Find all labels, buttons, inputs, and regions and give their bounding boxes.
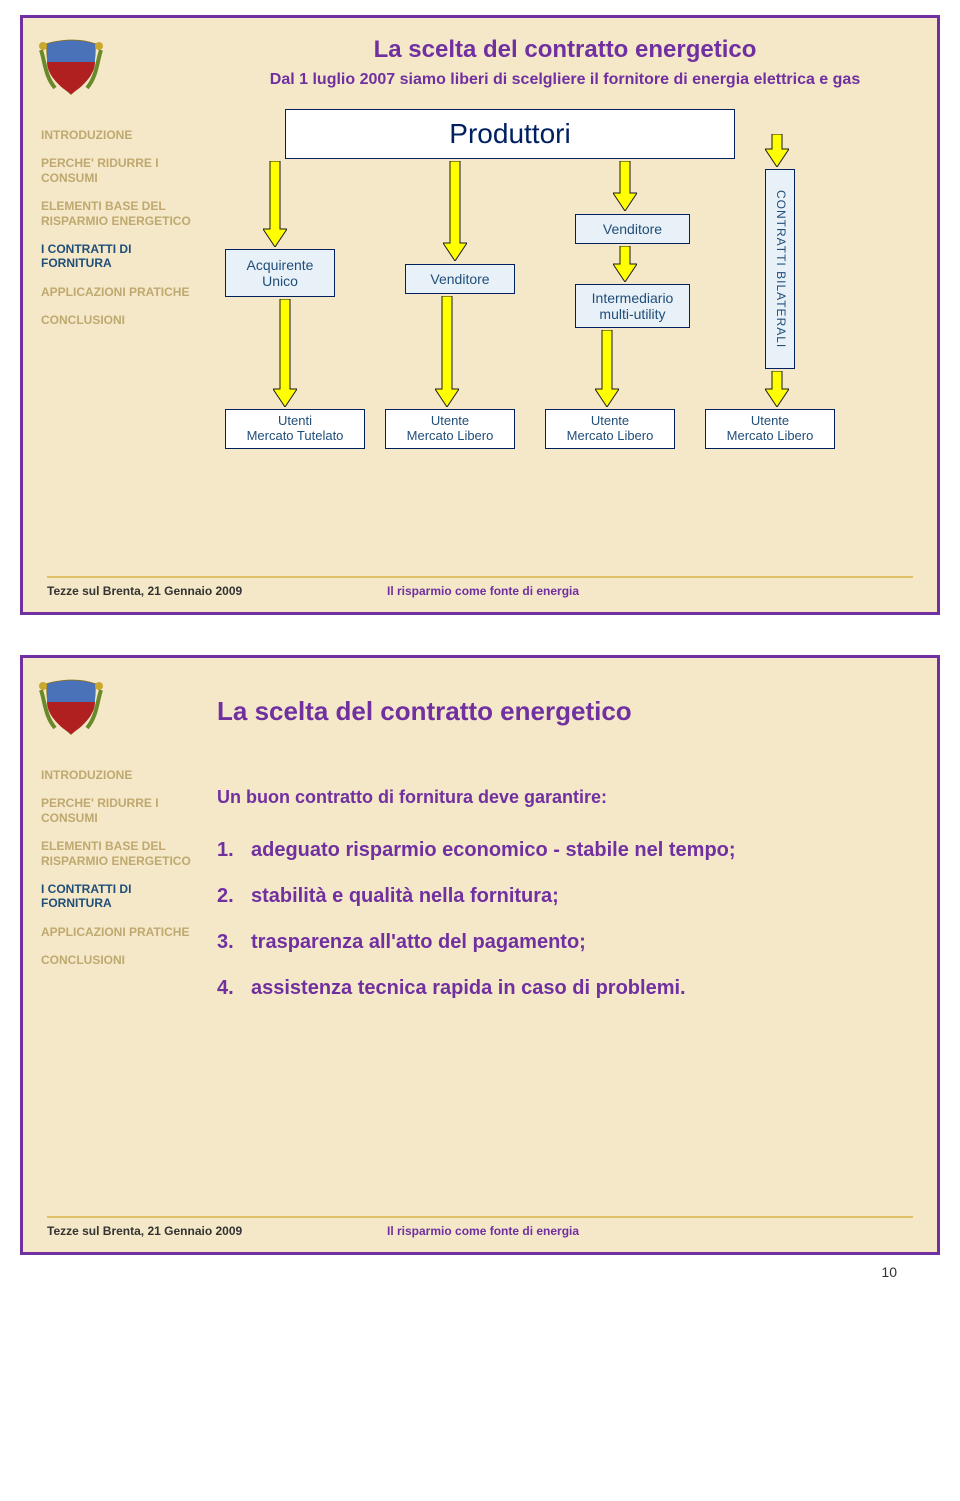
list-item-text: trasparenza all'atto del pagamento;: [251, 928, 586, 956]
flowchart: Produttori Acquirente Unico Venditore Vendi…: [225, 109, 905, 469]
list-item-number: 2.: [217, 882, 251, 910]
list-item-3: 3.trasparenza all'atto del pagamento;: [217, 928, 913, 956]
list-item-text: stabilità e qualità nella fornitura;: [251, 882, 559, 910]
list-item-number: 1.: [217, 836, 251, 864]
nav-conclusioni: CONCLUSIONI: [41, 953, 191, 967]
arrow-4: [765, 134, 789, 167]
nav-conclusioni: CONCLUSIONI: [41, 313, 191, 327]
slide1-content: La scelta del contratto energetico Dal 1…: [217, 36, 913, 469]
page-number: 10: [881, 1264, 897, 1280]
list-item-text: assistenza tecnica rapida in caso di pro…: [251, 974, 686, 1002]
nav-contratti: I CONTRATTI DI FORNITURA: [41, 242, 191, 271]
nav-elementi: ELEMENTI BASE DEL RISPARMIO ENERGETICO: [41, 839, 191, 868]
arrow-3: [613, 246, 637, 282]
slide2-list: 1.adeguato risparmio economico - stabile…: [217, 836, 913, 1002]
nav-applicazioni: APPLICAZIONI PRATICHE: [41, 285, 191, 299]
list-item-4: 4.assistenza tecnica rapida in caso di p…: [217, 974, 913, 1002]
slide2-title: La scelta del contratto energetico: [217, 696, 913, 727]
sidebar-nav: INTRODUZIONE PERCHE' RIDURRE I CONSUMI E…: [41, 128, 191, 342]
node-tutelato: Utenti Mercato Tutelato: [225, 409, 365, 449]
list-item-2: 2.stabilità e qualità nella fornitura;: [217, 882, 913, 910]
slide-1: INTRODUZIONE PERCHE' RIDURRE I CONSUMI E…: [20, 15, 940, 615]
list-item-1: 1.adeguato risparmio economico - stabile…: [217, 836, 913, 864]
node-intermediario: Intermediario multi-utility: [575, 284, 690, 328]
nav-contratti: I CONTRATTI DI FORNITURA: [41, 882, 191, 911]
list-item-text: adeguato risparmio economico - stabile n…: [251, 836, 736, 864]
slide2-intro: Un buon contratto di fornitura deve gara…: [217, 787, 913, 808]
footer-right: Il risparmio come fonte di energia: [387, 584, 579, 598]
node-acquirente: Acquirente Unico: [225, 249, 335, 297]
sidebar-nav: INTRODUZIONE PERCHE' RIDURRE I CONSUMI E…: [41, 768, 191, 982]
node-libero2: Utente Mercato Libero: [545, 409, 675, 449]
node-libero1: Utente Mercato Libero: [385, 409, 515, 449]
slide2-content: La scelta del contratto energetico Un bu…: [217, 696, 913, 1002]
node-venditore2: Venditore: [575, 214, 690, 244]
nav-applicazioni: APPLICAZIONI PRATICHE: [41, 925, 191, 939]
arrow-1: [443, 161, 467, 261]
node-produttori: Produttori: [285, 109, 735, 159]
arrow-2: [613, 161, 637, 211]
slide1-footer: Tezze sul Brenta, 21 Gennaio 2009 Il ris…: [47, 576, 913, 598]
slide1-subtitle: Dal 1 luglio 2007 siamo liberi di scelgl…: [217, 70, 913, 91]
nav-perche: PERCHE' RIDURRE I CONSUMI: [41, 156, 191, 185]
arrow-8: [765, 371, 789, 407]
node-libero3: Utente Mercato Libero: [705, 409, 835, 449]
footer-left: Tezze sul Brenta, 21 Gennaio 2009: [47, 1224, 242, 1238]
crest-icon: [37, 672, 105, 740]
footer-right: Il risparmio come fonte di energia: [387, 1224, 579, 1238]
list-item-number: 4.: [217, 974, 251, 1002]
node-venditore1: Venditore: [405, 264, 515, 294]
footer-left: Tezze sul Brenta, 21 Gennaio 2009: [47, 584, 242, 598]
crest-icon: [37, 32, 105, 100]
arrow-7: [595, 330, 619, 407]
nav-perche: PERCHE' RIDURRE I CONSUMI: [41, 796, 191, 825]
node-bilaterali: CONTRATTI BILATERALI: [765, 169, 795, 369]
arrow-6: [435, 296, 459, 407]
slide1-title: La scelta del contratto energetico: [217, 36, 913, 64]
arrow-5: [273, 299, 297, 407]
nav-elementi: ELEMENTI BASE DEL RISPARMIO ENERGETICO: [41, 199, 191, 228]
nav-intro: INTRODUZIONE: [41, 768, 191, 782]
slide2-footer: Tezze sul Brenta, 21 Gennaio 2009 Il ris…: [47, 1216, 913, 1238]
list-item-number: 3.: [217, 928, 251, 956]
slide-2: INTRODUZIONE PERCHE' RIDURRE I CONSUMI E…: [20, 655, 940, 1255]
arrow-0: [263, 161, 287, 247]
nav-intro: INTRODUZIONE: [41, 128, 191, 142]
